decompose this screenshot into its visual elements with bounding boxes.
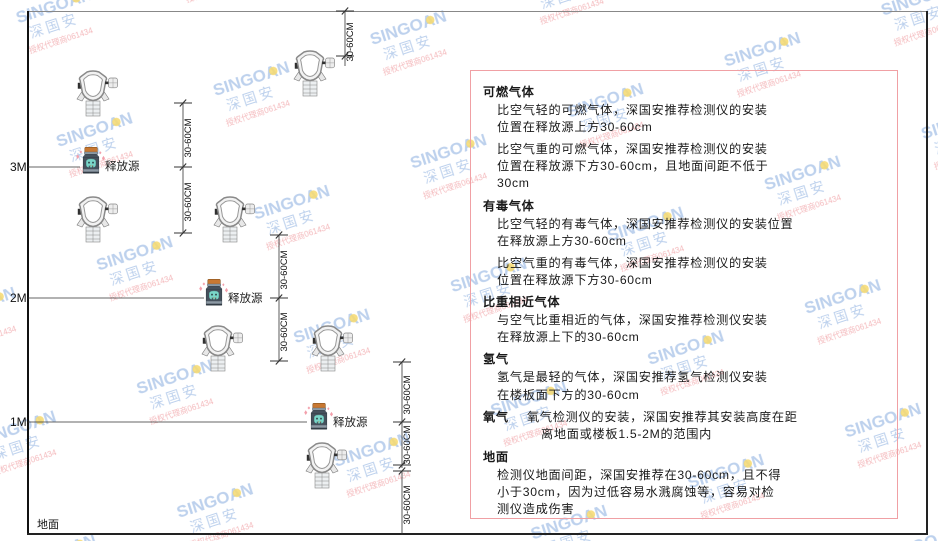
svg-text:1M: 1M [10, 415, 27, 429]
svg-text:3M: 3M [10, 160, 27, 174]
svg-text:2M: 2M [10, 291, 27, 305]
